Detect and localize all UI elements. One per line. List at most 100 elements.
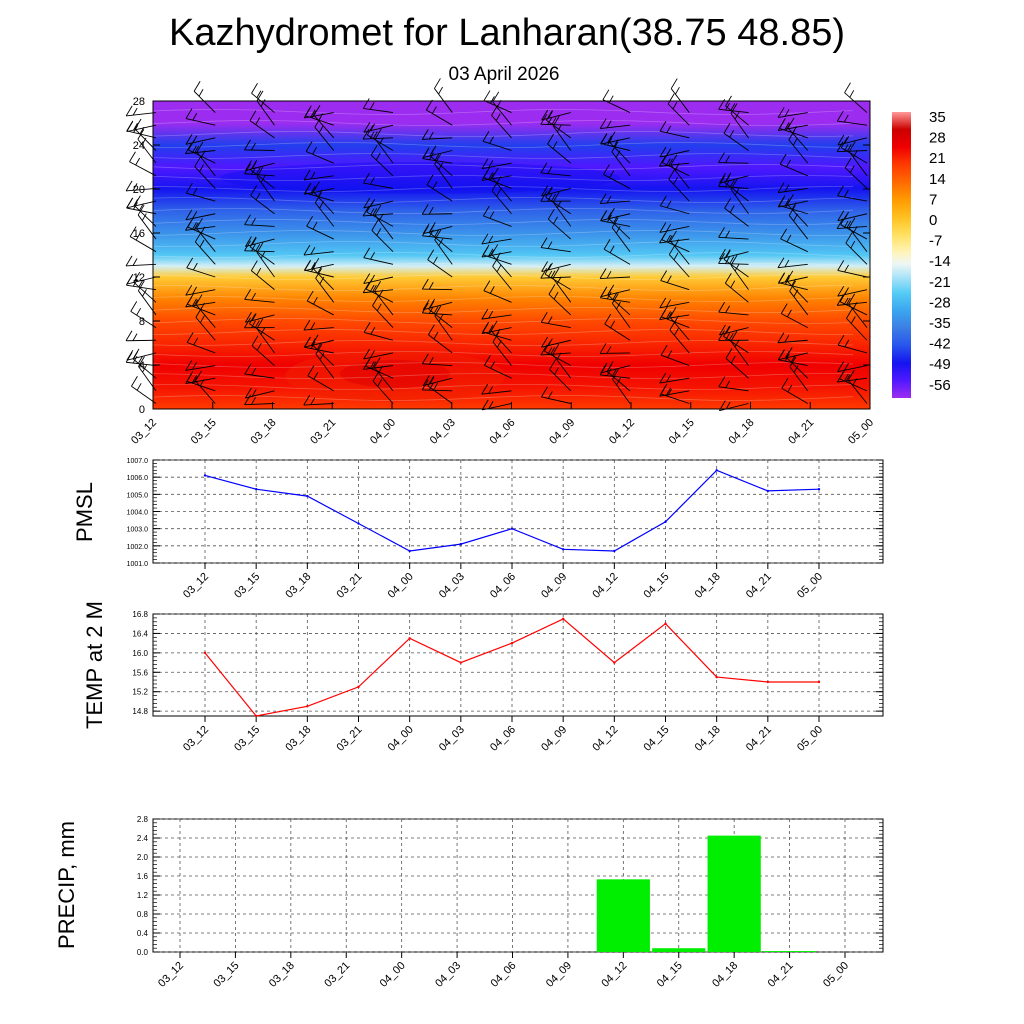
wind-barb <box>245 160 275 171</box>
wind-barb <box>660 270 690 291</box>
wind-barb <box>362 128 394 140</box>
wind-barb <box>125 330 157 342</box>
wind-barb <box>777 332 808 344</box>
wind-barb <box>837 210 868 222</box>
x-tick-label: 03_18 <box>249 417 279 447</box>
y-axis-label: PRECIP, mm <box>54 821 79 949</box>
wind-barb <box>362 205 394 217</box>
wind-barb <box>730 331 749 366</box>
x-tick-label: 05_00 <box>795 724 825 754</box>
temp-panel: 03_12 03_15 03_18 03_21 04_00 04_03 04_06 04_09… <box>82 601 884 754</box>
contour-line <box>152 373 854 379</box>
wind-barb <box>777 257 808 269</box>
x-tick-label: 03_15 <box>189 417 219 447</box>
x-tick-label: 05_00 <box>846 417 876 447</box>
chart-title: Kazhydromet for Lanharan(38.75 48.85) <box>169 12 845 54</box>
data-point <box>254 714 258 718</box>
wind-barb <box>659 232 690 244</box>
y-tick-label: 0.8 <box>137 910 149 919</box>
x-tick-label: 04_06 <box>488 724 518 754</box>
wind-barb <box>244 363 275 379</box>
data-point <box>561 617 565 621</box>
wind-barb <box>659 385 690 397</box>
wind-barb <box>602 89 631 113</box>
wind-barb <box>185 182 216 202</box>
wind-barb <box>250 260 275 290</box>
data-point <box>664 622 667 625</box>
wind-barb <box>244 387 275 399</box>
wind-barb <box>719 172 749 184</box>
data-point <box>459 542 463 546</box>
y-tick-label: 1003.0 <box>127 527 149 534</box>
x-tick-label: 04_09 <box>547 417 577 447</box>
wind-barb <box>303 107 334 119</box>
data-point <box>613 661 616 664</box>
wind-barb <box>611 217 631 252</box>
colorbar-label: -7 <box>929 233 942 250</box>
wind-barb <box>549 359 572 392</box>
wind-barb <box>659 222 690 233</box>
data-point <box>613 549 616 553</box>
wind-barb <box>193 81 216 113</box>
wind-barb <box>303 394 334 406</box>
wind-barb <box>126 349 157 361</box>
wind-barb <box>545 186 571 215</box>
contour-line <box>152 208 854 214</box>
wind-barb <box>600 286 631 298</box>
wind-barb <box>719 324 749 336</box>
colorbar-label: 35 <box>929 109 946 126</box>
wind-barb <box>363 122 394 133</box>
wind-barb <box>131 376 157 404</box>
y-tick-label: 2.4 <box>137 834 149 843</box>
x-tick-label: 04_09 <box>539 724 569 754</box>
wind-barb <box>789 356 809 392</box>
wind-barb <box>481 246 512 258</box>
wind-barb <box>421 278 453 291</box>
wind-barb <box>540 267 571 279</box>
x-tick-label: 04_00 <box>378 960 408 990</box>
wind-barb <box>251 83 275 113</box>
colorbar-label: -28 <box>929 294 951 311</box>
wind-barb <box>125 180 157 192</box>
x-tick-label: 05_00 <box>821 960 851 990</box>
wind-barb <box>374 128 394 164</box>
wind-barb <box>544 263 571 291</box>
wind-barb <box>837 134 868 146</box>
wind-barb <box>427 249 453 278</box>
wind-barb <box>778 349 808 361</box>
wind-barb <box>547 208 572 240</box>
wind-barb <box>836 295 868 306</box>
data-point <box>203 651 207 655</box>
wind-barb <box>659 195 690 215</box>
x-tick-label: 03_12 <box>181 571 211 601</box>
wind-barb <box>244 394 275 406</box>
wind-barb <box>305 141 334 164</box>
data-point <box>306 705 309 708</box>
x-tick-label: 03_21 <box>308 417 338 447</box>
wind-barb <box>185 134 216 145</box>
y-tick-label: 4 <box>139 360 145 372</box>
contour-line <box>152 131 854 137</box>
x-tick-label: 04_12 <box>607 417 637 447</box>
wind-barb <box>185 209 216 221</box>
wind-barb <box>540 344 571 356</box>
wind-barb <box>725 348 749 379</box>
colorbar-label: 7 <box>929 191 937 208</box>
wind-barb <box>541 109 571 121</box>
wind-barb <box>481 323 512 334</box>
x-tick-label: 04_03 <box>437 724 467 754</box>
x-tick-label: 03_21 <box>335 571 365 601</box>
colorbar-label: -42 <box>929 336 951 353</box>
wind-barb <box>126 273 157 285</box>
data-point <box>766 489 770 493</box>
x-tick-label: 03_15 <box>211 960 241 990</box>
wind-barb <box>244 317 275 329</box>
wind-barb <box>185 108 216 126</box>
contour-line <box>152 362 854 368</box>
wind-barb <box>315 343 335 379</box>
y-tick-label: 20 <box>133 184 145 196</box>
x-tick-label: 04_03 <box>433 960 463 990</box>
data-point <box>715 675 718 679</box>
data-point <box>561 548 565 551</box>
x-tick-label: 04_21 <box>744 571 774 601</box>
